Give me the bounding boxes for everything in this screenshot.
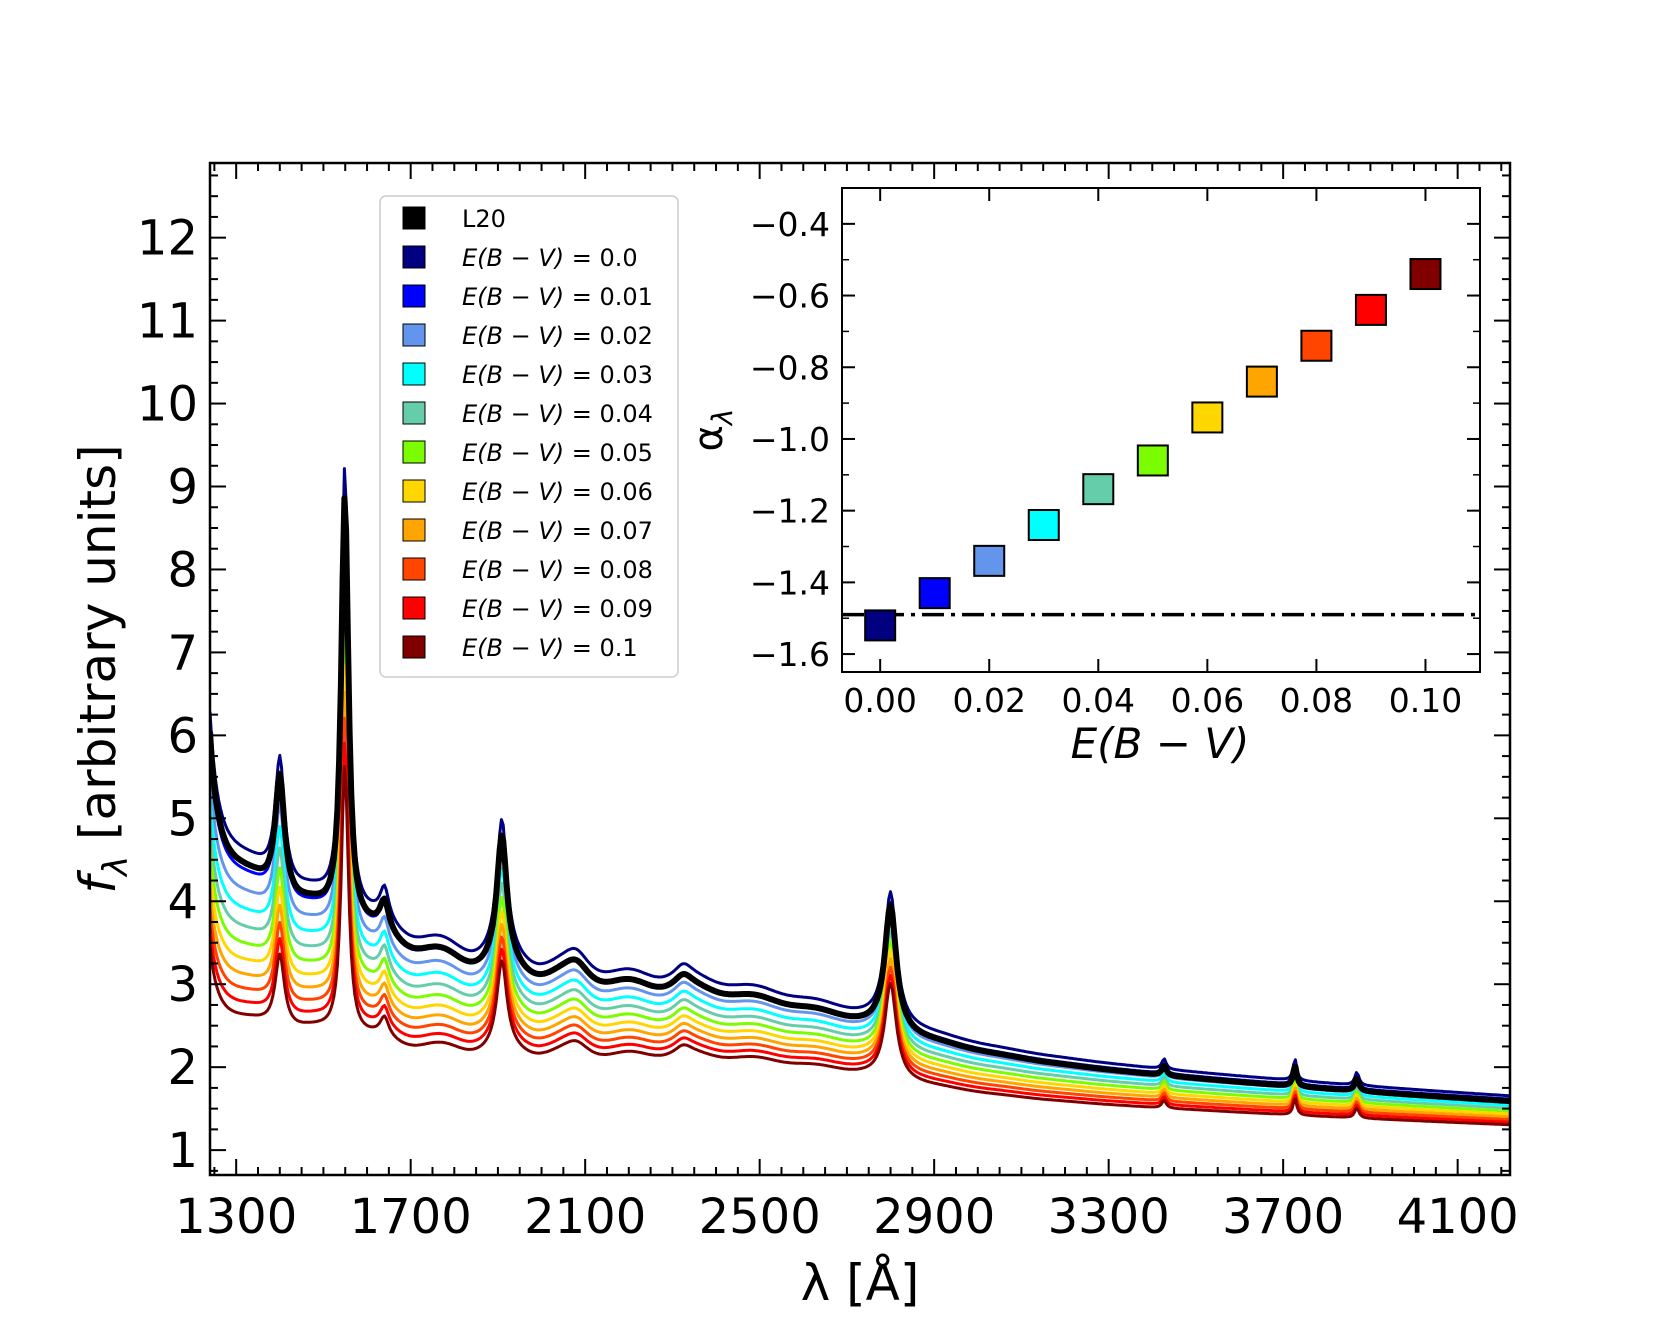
inset-x-axis-label: E(B − V)	[1071, 719, 1250, 768]
inset-plot: 0.00 0.02 0.04 0.06 0.08 0.10 −0.4 −0.6 −0.8 −1.…	[686, 187, 1481, 768]
y-tick-label: 12	[137, 211, 198, 267]
x-tick-label: 1300	[175, 1189, 297, 1245]
y-tick-label: 11	[137, 294, 198, 350]
main-axes-frame	[208, 161, 1512, 1177]
x-tick-label: 2100	[524, 1189, 646, 1245]
main-y-axis-label: fλ [arbitrary units]	[69, 444, 136, 893]
legend-swatch	[402, 479, 426, 503]
legend: L20 E(B − V) = 0.0 E(B − V) = 0.01 E(B − V)…	[379, 195, 679, 678]
legend-swatch	[402, 440, 426, 464]
main-x-axis-label: λ [Å]	[801, 1254, 920, 1312]
y-tick-label: 4	[167, 874, 198, 930]
x-tick-label: 2500	[699, 1189, 821, 1245]
y-tick-label: 1	[167, 1123, 198, 1179]
alpha-point	[973, 544, 1006, 577]
legend-label: E(B − V) = 0.01	[462, 283, 653, 311]
y-tick-label: 6	[167, 708, 198, 764]
legend-swatch	[402, 362, 426, 386]
x-tick-label: 3300	[1048, 1189, 1170, 1245]
legend-label: E(B − V) = 0.04	[462, 400, 653, 428]
svg-text:fλ [arbitrary units]: fλ [arbitrary units]	[69, 444, 136, 893]
x-tick-label: 4100	[1397, 1189, 1519, 1245]
x-tick-label: 1700	[350, 1189, 472, 1245]
main-ticks	[210, 163, 1510, 1175]
legend-swatch	[402, 596, 426, 620]
legend-label: E(B − V) = 0.09	[462, 595, 653, 623]
y-tick-label: 7	[167, 625, 198, 681]
alpha-point	[1191, 401, 1224, 434]
inset-y-tick-label: −0.6	[750, 277, 830, 316]
legend-label: E(B − V) = 0.08	[462, 556, 653, 584]
legend-swatch	[402, 323, 426, 347]
legend-swatch	[402, 245, 426, 269]
main-x-tick-labels: 1300 1700 2100 2500 2900 3300 3700 4100	[175, 1189, 1519, 1245]
legend-label: E(B − V) = 0.05	[462, 439, 653, 467]
spectrum-line	[210, 765, 1510, 1127]
inset-y-tick-label: −1.4	[750, 563, 830, 602]
alpha-point	[1409, 258, 1442, 291]
x-tick-label: 2900	[873, 1189, 995, 1245]
inset-y-tick-label: −0.8	[750, 348, 830, 387]
legend-label: E(B − V) = 0.07	[462, 517, 653, 545]
alpha-point	[1027, 509, 1060, 542]
inset-x-tick-label: 0.04	[1062, 681, 1135, 720]
inset-ticks	[842, 187, 1480, 672]
inset-x-tick-label: 0.00	[843, 681, 916, 720]
legend-swatch	[402, 557, 426, 581]
inset-y-axis-label: αλ	[686, 409, 739, 452]
alpha-point	[1300, 329, 1333, 362]
alpha-point	[864, 609, 897, 642]
inset-y-tick-label: −1.6	[750, 635, 830, 674]
inset-y-label-symbol: α	[686, 425, 732, 451]
main-y-label-rest: [arbitrary units]	[69, 444, 127, 856]
inset-x-tick-label: 0.02	[952, 681, 1025, 720]
spectrum-line	[210, 495, 1510, 1105]
svg-text:αλ: αλ	[686, 409, 739, 452]
main-plot: 1300 1700 2100 2500 2900 3300 3700 4100 1234567…	[69, 161, 1519, 1312]
inset-y-tick-labels: −0.4 −0.6 −0.8 −1.0 −1.2 −1.4 −1.6	[750, 205, 830, 674]
spectra-series-group	[210, 467, 1510, 1127]
alpha-point	[918, 577, 951, 610]
y-tick-label: 3	[167, 957, 198, 1013]
inset-x-tick-labels: 0.00 0.02 0.04 0.06 0.08 0.10	[843, 681, 1462, 720]
main-y-label-subscript: λ	[96, 856, 136, 878]
y-tick-label: 5	[167, 791, 198, 847]
legend-label: E(B − V) = 0.1	[462, 634, 638, 662]
inset-x-tick-label: 0.06	[1171, 681, 1244, 720]
legend-frame	[379, 195, 679, 678]
legend-label: E(B − V) = 0.06	[462, 478, 653, 506]
inset-axes-frame	[841, 187, 1481, 673]
legend-swatch	[402, 401, 426, 425]
alpha-point	[1136, 444, 1169, 477]
legend-label: E(B − V) = 0.02	[462, 322, 653, 350]
legend-swatch	[402, 206, 426, 230]
legend-entries: L20 E(B − V) = 0.0 E(B − V) = 0.01 E(B − V)…	[402, 205, 653, 662]
alpha-point	[1082, 473, 1115, 506]
inset-points	[864, 258, 1442, 642]
legend-label: L20	[462, 205, 506, 233]
inset-x-tick-label: 0.10	[1389, 681, 1462, 720]
y-tick-label: 8	[167, 542, 198, 598]
inset-y-tick-label: −1.2	[750, 492, 830, 531]
alpha-point	[1354, 293, 1387, 326]
alpha-point	[1245, 365, 1278, 398]
legend-swatch	[402, 635, 426, 659]
inset-y-tick-label: −0.4	[750, 205, 830, 244]
legend-swatch	[402, 284, 426, 308]
legend-swatch	[402, 518, 426, 542]
inset-y-label-subscript: λ	[706, 409, 739, 428]
legend-label: E(B − V) = 0.03	[462, 361, 653, 389]
inset-y-tick-label: −1.0	[750, 420, 830, 459]
y-tick-label: 9	[167, 460, 198, 516]
y-tick-label: 2	[167, 1040, 198, 1096]
inset-x-tick-label: 0.08	[1280, 681, 1353, 720]
x-tick-label: 3700	[1222, 1189, 1344, 1245]
y-tick-label: 10	[137, 377, 198, 433]
legend-label: E(B − V) = 0.0	[462, 244, 638, 272]
